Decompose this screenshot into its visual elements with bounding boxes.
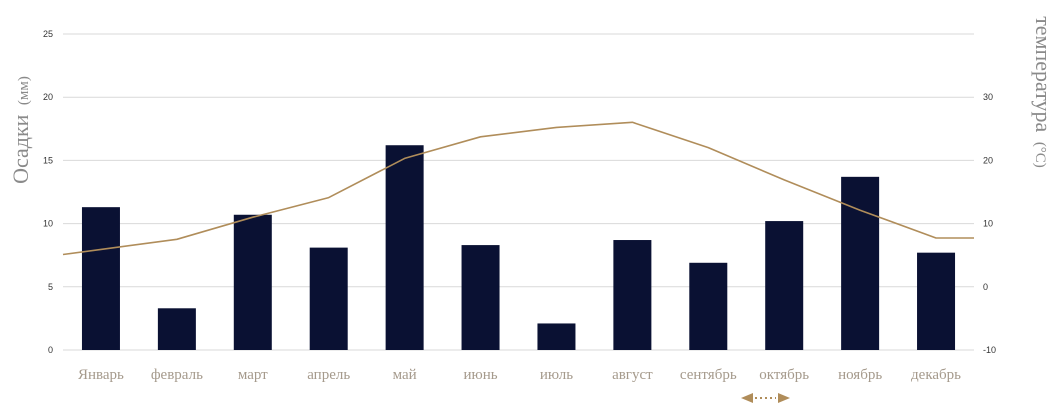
right-tick-label: 20 — [983, 155, 993, 165]
bar — [461, 245, 500, 350]
x-tick-label: май — [393, 367, 417, 383]
left-axis-ticks: 0 5 10 15 20 25 — [43, 29, 53, 355]
bars — [81, 145, 956, 350]
left-axis-title-unit: (мм) — [16, 76, 32, 105]
left-tick-label: 15 — [43, 155, 53, 165]
grid-lines — [63, 33, 974, 351]
x-tick-label: Январь — [78, 367, 124, 383]
bar — [841, 176, 880, 350]
x-tick-label: сентябрь — [680, 367, 737, 383]
right-axis-title-unit: (°C) — [1032, 142, 1048, 168]
left-tick-label: 10 — [43, 219, 53, 229]
bar — [309, 247, 348, 350]
right-tick-label: 10 — [983, 219, 993, 229]
right-tick-label: 30 — [983, 92, 993, 102]
x-tick-label: октябрь — [759, 367, 809, 383]
bar — [613, 240, 652, 350]
x-tick-label: февраль — [151, 367, 203, 383]
left-tick-label: 20 — [43, 92, 53, 102]
right-tick-label: -10 — [983, 345, 996, 355]
left-tick-label: 25 — [43, 29, 53, 39]
bar — [689, 262, 728, 350]
x-tick-label: июнь — [463, 367, 497, 383]
x-tick-label: декабрь — [911, 367, 961, 383]
right-tick-label: 0 — [983, 282, 988, 292]
bar — [385, 145, 424, 350]
bar — [81, 207, 120, 350]
bar — [233, 214, 272, 350]
x-axis-labels: Январь февраль март апрель май июнь июль август… — [78, 367, 961, 383]
double-arrow-icon[interactable] — [741, 393, 790, 403]
right-axis-title-text: температура — [1031, 16, 1052, 132]
bar — [917, 252, 956, 350]
x-tick-label: август — [612, 367, 653, 383]
right-axis-title: температура (°C) — [1031, 16, 1052, 168]
left-tick-label: 0 — [48, 345, 53, 355]
bar — [765, 221, 804, 350]
x-tick-label: ноябрь — [838, 367, 882, 383]
temperature-series-line — [62, 121, 974, 256]
left-tick-label: 5 — [48, 282, 53, 292]
left-axis-title-text: Осадки — [8, 114, 33, 184]
bar — [157, 308, 196, 350]
x-tick-label: апрель — [307, 367, 350, 383]
left-axis-title: Осадки (мм) — [8, 76, 33, 184]
temperature-line — [62, 121, 974, 256]
right-axis-ticks: -10 0 10 20 30 — [983, 92, 996, 355]
x-tick-label: март — [238, 367, 268, 383]
bar — [537, 323, 576, 350]
x-tick-label: июль — [540, 367, 573, 383]
